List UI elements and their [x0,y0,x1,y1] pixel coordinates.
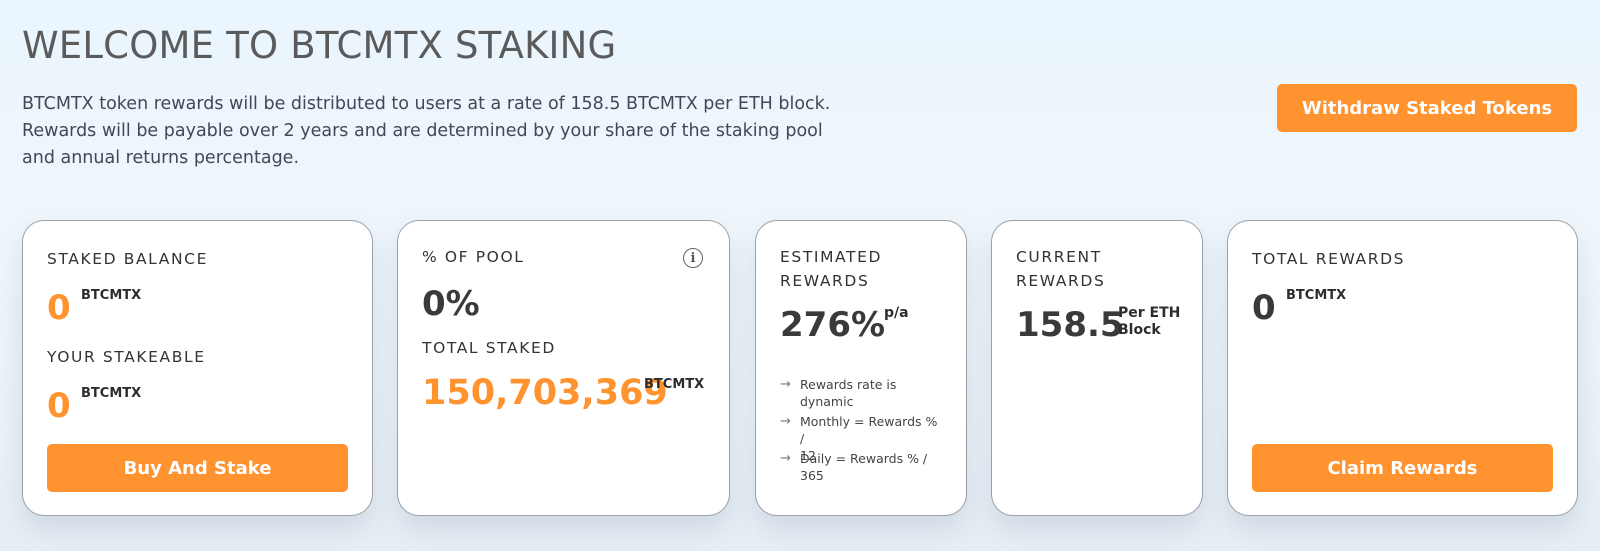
rewards-note: → Monthly = Rewards % / 12 [780,413,945,464]
buy-and-stake-button[interactable]: Buy And Stake [47,444,348,492]
info-icon[interactable]: i [683,248,703,268]
arrow-right-icon: → [780,451,791,466]
note-text: Daily = Rewards % / [800,451,928,466]
note-text: 365 [800,468,824,483]
your-stakeable-unit: BTCMTX [81,386,142,401]
description-line: Rewards will be payable over 2 years and… [22,121,823,141]
page-title: WELCOME TO BTCMTX STAKING [22,24,617,67]
estimated-rewards-label-line: REWARDS [780,272,870,290]
current-rewards-card: CURRENT REWARDS 158.5 Per ETH Block [991,220,1203,516]
note-text: Rewards rate is [800,377,897,392]
staked-balance-card: STAKED BALANCE 0 BTCMTX YOUR STAKEABLE 0… [22,220,373,516]
pool-share-card: % OF POOL i 0% TOTAL STAKED 150,703,369 … [397,220,730,516]
total-rewards-label: TOTAL REWARDS [1252,250,1406,268]
rewards-note: → Daily = Rewards % / 365 [780,450,945,484]
staked-balance-label: STAKED BALANCE [47,250,208,268]
estimated-rewards-unit: p/a [884,305,909,321]
total-rewards-unit: BTCMTX [1286,288,1347,303]
total-staked-value: 150,703,369 [422,373,668,413]
your-stakeable-value: 0 [47,386,71,426]
estimated-rewards-label: ESTIMATED REWARDS [780,245,882,293]
note-text: dynamic [800,394,854,409]
note-text: 12 [800,448,816,463]
pool-share-value: 0% [422,284,480,324]
current-rewards-label: CURRENT REWARDS [1016,245,1105,293]
arrow-right-icon: → [780,377,791,392]
description-line: and annual returns percentage. [22,148,300,168]
note-text: Monthly = Rewards % / [800,414,938,446]
current-rewards-label-line: CURRENT [1016,248,1102,266]
staking-description: BTCMTX token rewards will be distributed… [22,91,902,172]
total-rewards-card: TOTAL REWARDS 0 BTCMTX Claim Rewards [1227,220,1578,516]
current-rewards-unit-line: Per ETH [1118,305,1181,321]
total-rewards-value: 0 [1252,288,1276,328]
total-staked-unit: BTCMTX [644,377,705,392]
description-line: BTCMTX token rewards will be distributed… [22,94,831,114]
pool-share-label: % OF POOL [422,248,525,266]
estimated-rewards-value: 276% [780,305,886,345]
current-rewards-label-line: REWARDS [1016,272,1106,290]
your-stakeable-label: YOUR STAKEABLE [47,348,206,366]
current-rewards-unit-line: Block [1118,322,1161,338]
current-rewards-value: 158.5 [1016,305,1124,345]
staked-balance-unit: BTCMTX [81,288,142,303]
rewards-note: → Rewards rate is dynamic [780,376,945,410]
current-rewards-unit: Per ETH Block [1118,305,1180,339]
total-staked-label: TOTAL STAKED [422,339,556,357]
estimated-rewards-label-line: ESTIMATED [780,248,883,266]
claim-rewards-button[interactable]: Claim Rewards [1252,444,1553,492]
estimated-rewards-card: ESTIMATED REWARDS 276% p/a → Rewards rat… [755,220,967,516]
staked-balance-value: 0 [47,288,71,328]
withdraw-staked-tokens-button[interactable]: Withdraw Staked Tokens [1277,84,1577,132]
arrow-right-icon: → [780,414,791,429]
